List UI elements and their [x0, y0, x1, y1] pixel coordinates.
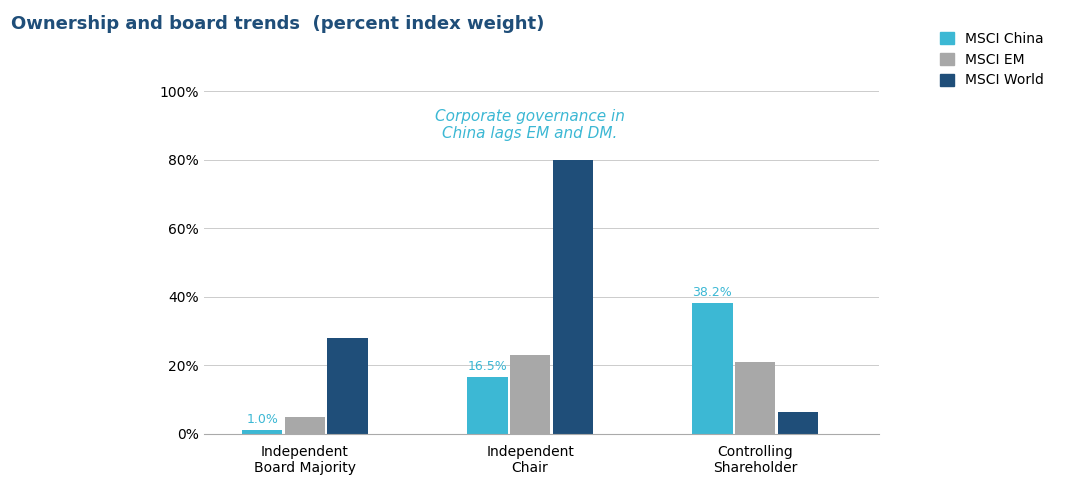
Bar [510, 355, 550, 434]
Bar [467, 377, 508, 434]
Bar [285, 417, 325, 434]
Bar [778, 412, 818, 434]
Text: 16.5%: 16.5% [467, 360, 507, 373]
Bar [693, 303, 733, 434]
Bar [242, 430, 283, 434]
Text: Ownership and board trends  (percent index weight): Ownership and board trends (percent inde… [11, 15, 545, 33]
Bar [735, 362, 775, 434]
Bar [553, 160, 593, 434]
Text: 1.0%: 1.0% [247, 413, 278, 426]
Bar [328, 338, 368, 434]
Legend: MSCI China, MSCI EM, MSCI World: MSCI China, MSCI EM, MSCI World [940, 32, 1044, 87]
Text: Corporate governance in
China lags EM and DM.: Corporate governance in China lags EM an… [435, 108, 625, 141]
Text: 38.2%: 38.2% [693, 286, 732, 299]
